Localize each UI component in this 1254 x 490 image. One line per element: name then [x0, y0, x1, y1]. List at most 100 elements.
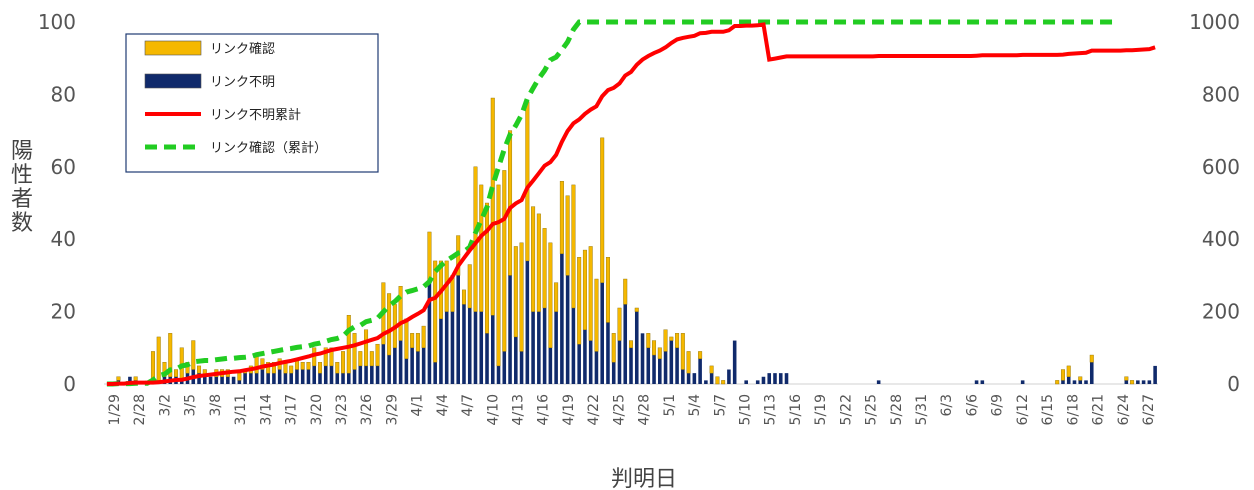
bar-unknown — [467, 307, 472, 384]
bar-unknown — [681, 369, 685, 384]
bar-confirmed — [721, 380, 726, 385]
bar-confirmed — [1124, 376, 1129, 381]
bar-unknown — [295, 369, 299, 384]
bar-series — [116, 97, 1157, 385]
bar-confirmed — [335, 362, 340, 374]
bar-confirmed — [490, 97, 495, 316]
x-tick-label: 5/28 — [889, 394, 905, 425]
bar-confirmed — [133, 376, 138, 381]
x-tick-label: 6/27 — [1141, 394, 1157, 425]
bar-unknown — [364, 365, 368, 384]
bar-confirmed — [531, 206, 536, 312]
bar-confirmed — [686, 351, 691, 374]
x-tick-label: 6/3 — [939, 394, 955, 417]
bar-unknown — [514, 336, 518, 384]
bar-unknown — [519, 351, 524, 384]
bar-unknown — [421, 347, 426, 384]
bar-confirmed — [548, 242, 553, 349]
y-tick-left-0: 0 — [63, 372, 76, 396]
x-tick-label: 3/26 — [359, 394, 375, 426]
bar-confirmed — [1089, 354, 1094, 363]
x-tick-label: 4/10 — [485, 394, 501, 425]
bar-unknown — [980, 380, 985, 384]
x-tick-label: 3/29 — [384, 394, 400, 425]
bar-unknown — [709, 373, 714, 384]
x-tick-label: 6/18 — [1065, 394, 1081, 425]
x-tick-label: 2/28 — [132, 394, 148, 425]
bar-unknown — [732, 340, 737, 384]
bar-confirmed — [197, 365, 202, 374]
bar-unknown — [1084, 380, 1088, 384]
x-tick-label: 3/2 — [157, 394, 173, 417]
bar-unknown — [312, 365, 317, 384]
x-tick-label: 5/31 — [914, 394, 930, 425]
x-tick-label: 5/4 — [687, 394, 703, 417]
bar-confirmed — [461, 289, 466, 305]
x-tick-label: 3/17 — [284, 394, 300, 425]
y-tick-left-1: 20 — [51, 300, 76, 324]
bar-unknown — [588, 340, 593, 384]
bar-unknown — [629, 347, 633, 384]
bar-unknown — [306, 369, 311, 384]
line-confirmed-cumulative — [106, 19, 1115, 387]
bar-confirmed — [300, 362, 305, 370]
bar-confirmed — [387, 293, 392, 356]
bar-unknown — [1078, 380, 1083, 384]
bar-unknown — [444, 311, 449, 384]
x-tick-label: 5/16 — [788, 394, 804, 426]
bar-confirmed — [629, 340, 633, 348]
bar-unknown — [686, 373, 691, 384]
bar-unknown — [203, 376, 207, 384]
bar-unknown — [335, 373, 340, 384]
bar-confirmed — [623, 278, 628, 305]
x-tick-label: 5/13 — [763, 394, 779, 425]
bar-confirmed — [364, 329, 369, 367]
y-axis-title-char: 者 — [11, 187, 33, 212]
bar-unknown — [531, 311, 535, 384]
x-tick-label: 4/1 — [410, 394, 426, 417]
bar-unknown — [231, 376, 236, 384]
y-tick-right-0: 0 — [1227, 372, 1240, 396]
bar-unknown — [727, 369, 731, 384]
bar-unknown — [1061, 380, 1065, 384]
bar-confirmed — [1066, 365, 1071, 377]
x-tick-label: 3/5 — [183, 394, 199, 417]
bar-confirmed — [317, 362, 322, 374]
x-tick-label: 5/22 — [838, 394, 854, 425]
x-axis-title: 判明日 — [611, 467, 677, 490]
bar-unknown — [974, 380, 979, 384]
bar-unknown — [289, 373, 293, 384]
bar-confirmed — [715, 376, 720, 385]
bar-unknown — [571, 307, 576, 384]
bar-confirmed — [646, 333, 651, 349]
bar-unknown — [404, 358, 409, 384]
bar-unknown — [652, 355, 656, 384]
y-axis-title-char: 数 — [11, 211, 33, 236]
bar-confirmed — [421, 325, 426, 348]
bar-confirmed — [617, 307, 622, 341]
bar-unknown — [669, 340, 674, 384]
line-series — [106, 19, 1156, 387]
bar-unknown — [658, 358, 662, 384]
bar-unknown — [784, 373, 789, 384]
x-tick-label: 4/25 — [611, 394, 627, 425]
bar-confirmed — [594, 278, 599, 352]
bar-confirmed — [415, 333, 420, 352]
y-tick-left-4: 80 — [51, 82, 76, 106]
bar-unknown — [237, 380, 242, 384]
bar-unknown — [427, 282, 432, 384]
bar-confirmed — [329, 347, 334, 367]
bar-unknown — [502, 351, 507, 384]
bar-confirmed — [398, 286, 403, 341]
bar-unknown — [329, 365, 334, 384]
x-tick-label: 4/16 — [536, 394, 552, 426]
y-tick-left-3: 60 — [51, 155, 76, 179]
bar-unknown — [554, 311, 558, 384]
x-tick-label: 4/4 — [435, 394, 451, 417]
x-tick-label: 6/21 — [1091, 394, 1107, 425]
bar-confirmed — [559, 181, 564, 254]
bar-unknown — [1089, 362, 1094, 384]
bar-unknown — [606, 322, 610, 384]
bar-unknown — [387, 355, 391, 384]
bar-unknown — [462, 304, 466, 384]
